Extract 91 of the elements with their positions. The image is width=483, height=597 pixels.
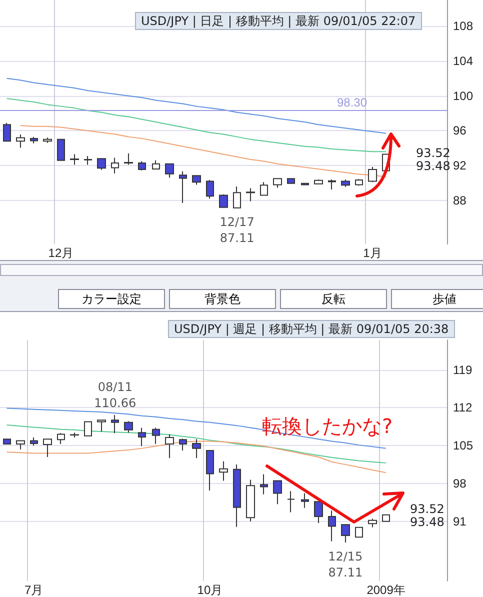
- candlestick: [368, 518, 377, 528]
- x-tick-label: 10月: [197, 583, 223, 597]
- text: 93.52: [410, 502, 444, 516]
- candlestick: [57, 432, 65, 444]
- candlestick: [16, 440, 25, 450]
- y-tick-label: 100: [453, 88, 474, 103]
- candlestick: [3, 438, 11, 444]
- x-tick-label: 7月: [24, 583, 44, 597]
- candlestick: [192, 438, 201, 459]
- candlestick: [16, 134, 25, 148]
- candlestick: [165, 163, 174, 178]
- candlestick: [124, 152, 133, 166]
- candlestick: [233, 464, 241, 528]
- annotation: 08/11 110.66: [94, 380, 136, 410]
- button: 背景色: [169, 289, 276, 309]
- y-tick-label: 104: [453, 54, 474, 68]
- candlestick: [84, 421, 92, 436]
- candlestick: [287, 490, 295, 513]
- annotation: 転換したかな?: [262, 414, 393, 438]
- x-tick-label: 1月: [363, 246, 382, 260]
- candlestick: [246, 188, 255, 202]
- candlestick: [97, 420, 106, 432]
- line-series: [20, 124, 387, 178]
- candlestick: [260, 182, 268, 196]
- text: 93.48: [410, 515, 444, 529]
- y-tick-label: 119: [453, 362, 472, 377]
- candlestick: [152, 427, 160, 444]
- candlestick: [314, 501, 323, 524]
- y-tick-label: 96: [453, 124, 467, 138]
- candlestick: [233, 186, 241, 209]
- candlestick: [219, 194, 228, 208]
- candlestick: [328, 510, 336, 542]
- candlestick: [206, 179, 214, 200]
- candlestick: [179, 170, 187, 204]
- candlestick: [30, 136, 38, 144]
- button: カラー設定: [58, 289, 165, 309]
- candlestick: [328, 179, 336, 190]
- candlestick: [287, 178, 295, 184]
- x-tick-label: 12月: [48, 246, 74, 260]
- candlestick: [43, 137, 52, 144]
- y-tick-label: 105: [453, 438, 474, 453]
- candlestick: [84, 155, 92, 166]
- candlestick: [355, 178, 363, 186]
- button: 反転: [280, 289, 387, 309]
- y-tick-label: 91: [453, 514, 467, 528]
- candlestick: [70, 154, 79, 166]
- candlestick: [70, 432, 79, 438]
- candlestick: [43, 438, 52, 458]
- candlestick: [368, 166, 377, 183]
- y-tick-label: 112: [453, 400, 472, 415]
- candlestick: [246, 479, 255, 522]
- text: 93.52: [416, 146, 450, 160]
- chart-title: USD/JPY | 週足 | 移動平均 | 最新 09/01/05 20:38: [174, 322, 449, 336]
- candlestick: [165, 434, 174, 459]
- candlestick: [138, 427, 146, 447]
- text: USD/JPY | 日足 | 移動平均 | 最新 09/01/05 22:07: [141, 14, 416, 28]
- button: 歩値: [391, 289, 483, 309]
- candlestick: [111, 414, 119, 434]
- text: 93.48: [416, 159, 450, 173]
- candlestick: [179, 438, 187, 451]
- candlestick: [273, 480, 282, 505]
- candlestick: [273, 178, 282, 188]
- y-tick-label: 98: [453, 476, 467, 491]
- candlestick: [355, 526, 363, 538]
- candlestick: [124, 420, 133, 434]
- annotation: 12/17 87.11: [220, 215, 254, 246]
- candlestick: [314, 179, 323, 184]
- candlestick: [382, 514, 390, 522]
- candlestick: [30, 436, 38, 446]
- line-series: [6, 98, 387, 152]
- candlestick: [152, 160, 160, 170]
- y-tick-label: 108: [453, 19, 474, 34]
- candlestick: [341, 524, 350, 543]
- candlestick: [138, 160, 146, 171]
- line-series: [6, 440, 387, 474]
- candlestick: [260, 474, 268, 495]
- line-series: [6, 78, 387, 134]
- y-tick-label: 92: [453, 158, 467, 173]
- annotation: 12/15 87.11: [328, 549, 363, 580]
- candlestick: [3, 122, 11, 142]
- candlestick: [192, 175, 201, 186]
- candlestick: [219, 460, 228, 482]
- candlestick: [206, 450, 214, 492]
- candlestick: [111, 157, 119, 174]
- candlestick: [57, 138, 65, 161]
- candlestick: [97, 158, 106, 170]
- y-tick-label: 88: [453, 193, 467, 208]
- x-tick-label: 2009年: [366, 583, 406, 597]
- candlestick: [341, 179, 350, 188]
- candlestick: [301, 492, 309, 508]
- ref-line-label: 98.30: [336, 96, 368, 110]
